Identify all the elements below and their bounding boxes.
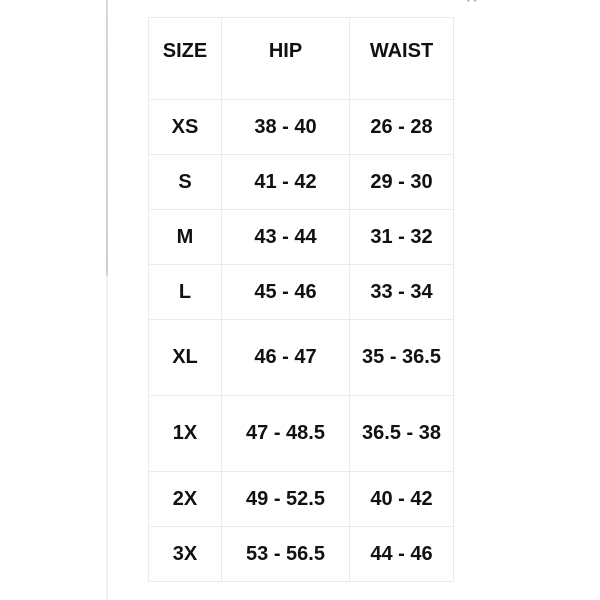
hip-cell: 38 - 40: [221, 99, 350, 155]
size-cell: M: [148, 209, 222, 265]
size-cell: 3X: [148, 526, 222, 582]
size-cell: S: [148, 154, 222, 210]
table-row: 1X 47 - 48.5 36.5 - 38: [148, 395, 454, 472]
waist-cell: 44 - 46: [349, 526, 454, 582]
table-row: 3X 53 - 56.5 44 - 46: [148, 526, 454, 582]
hip-cell: 53 - 56.5: [221, 526, 350, 582]
table-row: XS 38 - 40 26 - 28: [148, 99, 454, 155]
waist-cell: 29 - 30: [349, 154, 454, 210]
header-waist: WAIST: [349, 17, 454, 100]
waist-cell: 26 - 28: [349, 99, 454, 155]
hip-cell: 46 - 47: [221, 319, 350, 396]
hip-cell: 45 - 46: [221, 264, 350, 320]
table-row: 2X 49 - 52.5 40 - 42: [148, 471, 454, 527]
close-icon[interactable]: ✕: [465, 0, 478, 7]
hip-cell: 47 - 48.5: [221, 395, 350, 472]
divider: [106, 0, 108, 600]
waist-cell: 31 - 32: [349, 209, 454, 265]
table-row: XL 46 - 47 35 - 36.5: [148, 319, 454, 396]
waist-cell: 33 - 34: [349, 264, 454, 320]
size-cell: XS: [148, 99, 222, 155]
hip-cell: 43 - 44: [221, 209, 350, 265]
waist-cell: 40 - 42: [349, 471, 454, 527]
waist-cell: 36.5 - 38: [349, 395, 454, 472]
table-row: M 43 - 44 31 - 32: [148, 209, 454, 265]
header-hip: HIP: [221, 17, 350, 100]
waist-cell: 35 - 36.5: [349, 319, 454, 396]
table-row: S 41 - 42 29 - 30: [148, 154, 454, 210]
size-cell: L: [148, 264, 222, 320]
size-cell: 2X: [148, 471, 222, 527]
size-chart-table: SIZE HIP WAIST XS 38 - 40 26 - 28 S 41 -…: [148, 17, 454, 582]
hip-cell: 49 - 52.5: [221, 471, 350, 527]
size-cell: XL: [148, 319, 222, 396]
header-size: SIZE: [148, 17, 222, 100]
hip-cell: 41 - 42: [221, 154, 350, 210]
table-row: L 45 - 46 33 - 34: [148, 264, 454, 320]
size-cell: 1X: [148, 395, 222, 472]
table-header-row: SIZE HIP WAIST: [148, 17, 454, 100]
